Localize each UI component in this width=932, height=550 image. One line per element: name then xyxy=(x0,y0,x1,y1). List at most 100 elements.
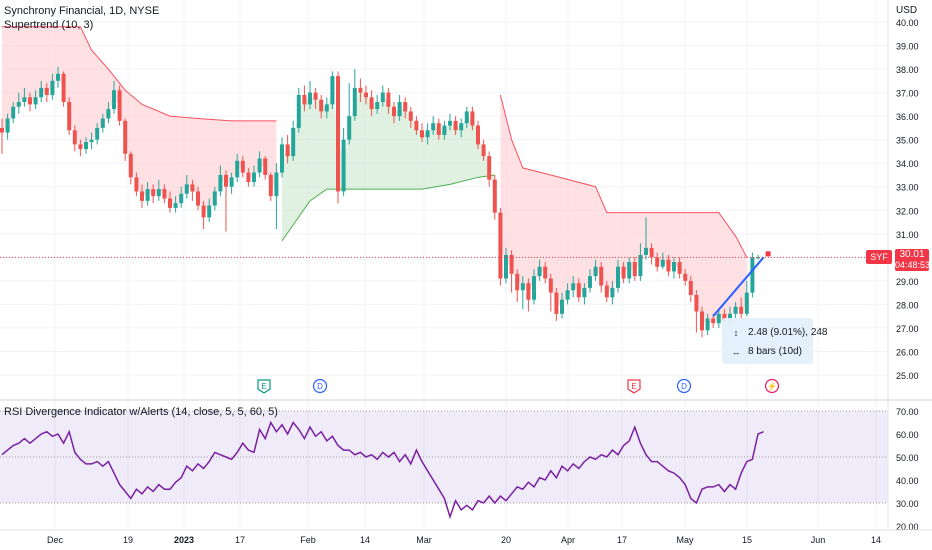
candle-body xyxy=(739,306,744,314)
candle-body xyxy=(375,102,380,110)
candle-body xyxy=(5,118,10,133)
x-tick-label: 17 xyxy=(617,535,627,545)
rsi-tick-label: 50.00 xyxy=(896,453,919,463)
candle-body xyxy=(520,283,525,291)
candle-body xyxy=(425,130,430,138)
candle-body xyxy=(526,283,531,300)
measure-line xyxy=(712,256,765,317)
price-tick-label: 28.00 xyxy=(896,300,919,310)
candle-body xyxy=(420,130,424,138)
dividend-icon xyxy=(312,378,328,394)
price-tick-label: 29.00 xyxy=(896,277,919,287)
candle-body xyxy=(280,144,284,173)
countdown: 04:48:53 xyxy=(895,260,931,270)
candle-body xyxy=(196,191,200,206)
candle-body xyxy=(246,172,251,183)
candle-body xyxy=(50,80,55,95)
candle-body xyxy=(229,177,234,187)
x-tick-label: 14 xyxy=(360,535,370,545)
candle-body xyxy=(341,139,346,192)
candle-body xyxy=(268,174,273,197)
candle-body xyxy=(134,177,139,192)
measure-tooltip: ↕ 2.48 (9.01%), 248 ↔ 8 bars (10d) xyxy=(722,318,828,364)
candle-body xyxy=(470,111,475,126)
candle-body xyxy=(722,313,727,321)
x-tick-label: Feb xyxy=(300,535,316,545)
candle-body xyxy=(655,257,660,267)
price-tick-label: 40.00 xyxy=(896,18,919,28)
candle-body xyxy=(56,73,60,81)
candle-body xyxy=(386,92,391,107)
price-tick-label: 33.00 xyxy=(896,183,919,193)
x-tick-label: 17 xyxy=(235,535,245,545)
candle-body xyxy=(11,106,16,119)
candle-body xyxy=(123,120,128,154)
supertrend-fill xyxy=(2,26,277,212)
supertrend-line xyxy=(281,174,495,242)
candle-body xyxy=(313,92,318,100)
candle-body xyxy=(487,156,492,180)
candle-body xyxy=(28,97,32,105)
x-tick-label: Apr xyxy=(561,535,575,545)
bar-range-icon: ↔ xyxy=(731,346,741,357)
price-tick-label: 36.00 xyxy=(896,112,919,122)
x-tick-label: 14 xyxy=(871,535,881,545)
candle-body xyxy=(168,198,172,208)
supertrend-fill xyxy=(282,90,495,241)
candle-body xyxy=(476,125,480,145)
candle-body xyxy=(212,191,217,206)
candle-body xyxy=(688,280,693,295)
candle-body xyxy=(235,160,240,178)
price-tick-label: 27.00 xyxy=(896,324,919,334)
candle-body xyxy=(616,266,620,288)
event-label: E xyxy=(631,382,636,391)
x-tick-label: 15 xyxy=(742,535,752,545)
candle-body xyxy=(571,283,576,291)
supertrend-line xyxy=(499,94,748,258)
x-tick-label: 2023 xyxy=(174,535,194,545)
candle-body xyxy=(207,205,212,218)
candle-body xyxy=(672,262,676,272)
event-marker[interactable]: E xyxy=(627,379,641,394)
rsi-tick-label: 20.00 xyxy=(896,522,919,532)
supertrend-fill xyxy=(500,94,747,325)
candle-body xyxy=(554,292,559,314)
candle-body xyxy=(296,94,301,128)
candle-body xyxy=(515,273,520,291)
candle-body xyxy=(397,102,402,117)
candle-body xyxy=(347,116,352,140)
candle-body xyxy=(610,287,615,298)
candle-body xyxy=(711,318,716,324)
candle-body xyxy=(716,313,721,324)
candle-body xyxy=(548,278,553,293)
rsi-tick-label: 60.00 xyxy=(896,430,919,440)
candle-body xyxy=(0,127,4,133)
candle-body xyxy=(582,287,587,298)
candle-body xyxy=(464,111,469,124)
candle-body xyxy=(621,266,626,279)
event-marker[interactable]: E xyxy=(257,379,271,394)
rsi-legend[interactable]: RSI Divergence Indicator w/Alerts (14, c… xyxy=(4,406,278,418)
candle-body xyxy=(61,73,66,103)
candle-body xyxy=(392,106,396,117)
candle-body xyxy=(285,144,290,157)
event-marker[interactable]: D xyxy=(676,378,692,394)
candle-body xyxy=(644,247,648,255)
supertrend-legend[interactable]: Supertrend (10, 3) xyxy=(4,19,94,31)
candle-body xyxy=(694,294,699,312)
earnings-icon xyxy=(627,379,641,394)
price-tick-label: 26.00 xyxy=(896,347,919,357)
candle-body xyxy=(364,92,368,98)
candle-body xyxy=(459,123,464,131)
candle-body xyxy=(593,266,598,277)
candle-body xyxy=(565,290,570,300)
candle-body xyxy=(705,318,710,331)
candle-body xyxy=(700,311,704,331)
event-marker[interactable]: ⚡ xyxy=(764,378,780,394)
candle-body xyxy=(492,179,497,213)
chart-title: Synchrony Financial, 1D, NYSE xyxy=(4,5,160,17)
candle-body xyxy=(33,97,38,105)
event-marker[interactable]: D xyxy=(312,378,328,394)
